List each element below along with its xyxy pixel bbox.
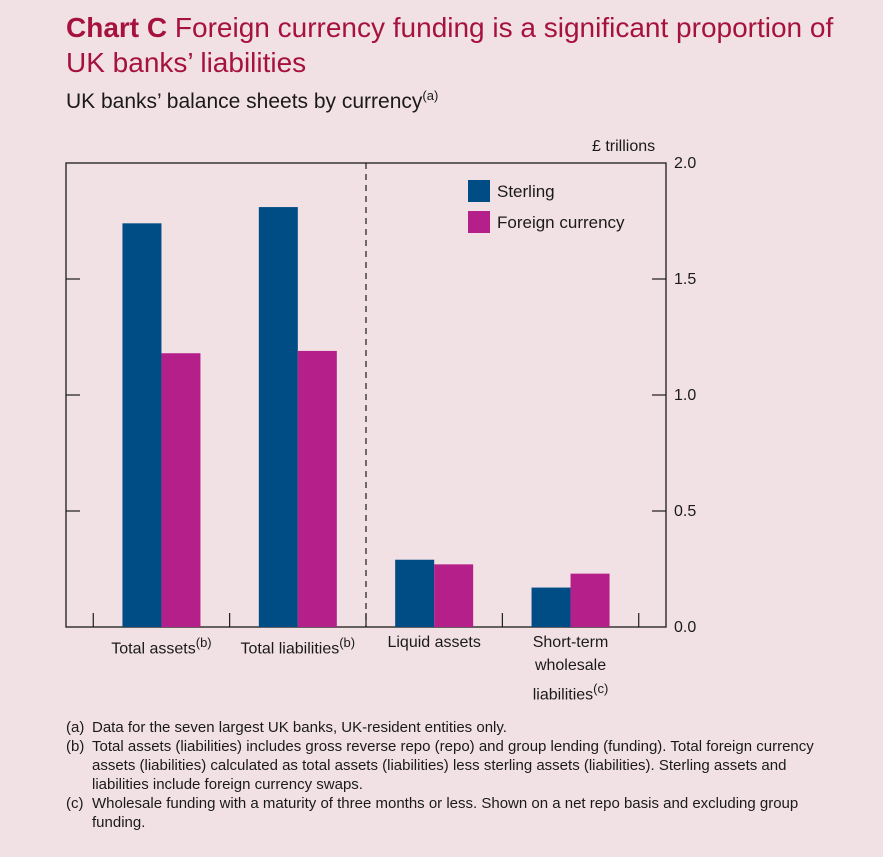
bar-foreign-currency [297,350,337,627]
footnotes: (a) Data for the seven largest UK banks,… [66,718,846,832]
legend-label: Foreign currency [497,213,625,232]
footnote-mark: (b) [66,738,85,755]
footnote-text: Wholesale funding with a maturity of thr… [92,795,799,831]
bar-sterling [258,207,298,627]
bar-foreign-currency [570,573,610,627]
legend-swatch [468,211,490,233]
chart-subtitle: UK banks’ balance sheets by currency(a) [66,88,438,114]
x-tick-label: Total liabilities(b) [240,635,356,658]
footnote-mark: (a) [66,719,85,736]
legend-swatch [468,180,490,202]
chart-title-text: Foreign currency funding is a significan… [66,12,834,78]
footnote: (b) Total assets (liabilities) includes … [66,737,846,794]
chart-subtitle-text: UK banks’ balance sheets by currency [66,90,423,113]
bar-sterling [122,223,162,627]
x-tick-label: Liquid assets [387,634,481,651]
chart-subtitle-note: (a) [422,88,439,103]
y-axis-unit: £ trillions [592,138,656,155]
chart-title-label: Chart C [66,12,168,43]
footnote: (c) Wholesale funding with a maturity of… [66,794,846,832]
footnote-text: Data for the seven largest UK banks, UK-… [92,719,507,736]
x-tick-label: Short-term wholesale liabilities(c) [532,634,609,704]
y-tick-label: 1.0 [674,387,696,404]
bar-sterling [531,587,571,627]
bar-foreign-currency [434,564,474,627]
footnote-mark: (c) [66,795,84,812]
x-tick-label: Total assets(b) [111,635,212,658]
bar-sterling [395,559,435,627]
y-tick-label: 0.5 [674,503,696,520]
footnote-text: Total assets (liabilities) includes gros… [92,738,814,793]
y-tick-label: 0.0 [674,619,696,636]
footnote: (a) Data for the seven largest UK banks,… [66,718,846,737]
chart-plot: 0.0 0.5 1.0 1.5 2.0 Sterling Foreign currency [65,155,696,636]
chart-title: Chart C Foreign currency funding is a si… [66,10,866,80]
bar-foreign-currency [161,353,201,627]
y-tick-label: 2.0 [674,155,696,172]
legend-label: Sterling [497,182,555,201]
y-tick-label: 1.5 [674,271,696,288]
